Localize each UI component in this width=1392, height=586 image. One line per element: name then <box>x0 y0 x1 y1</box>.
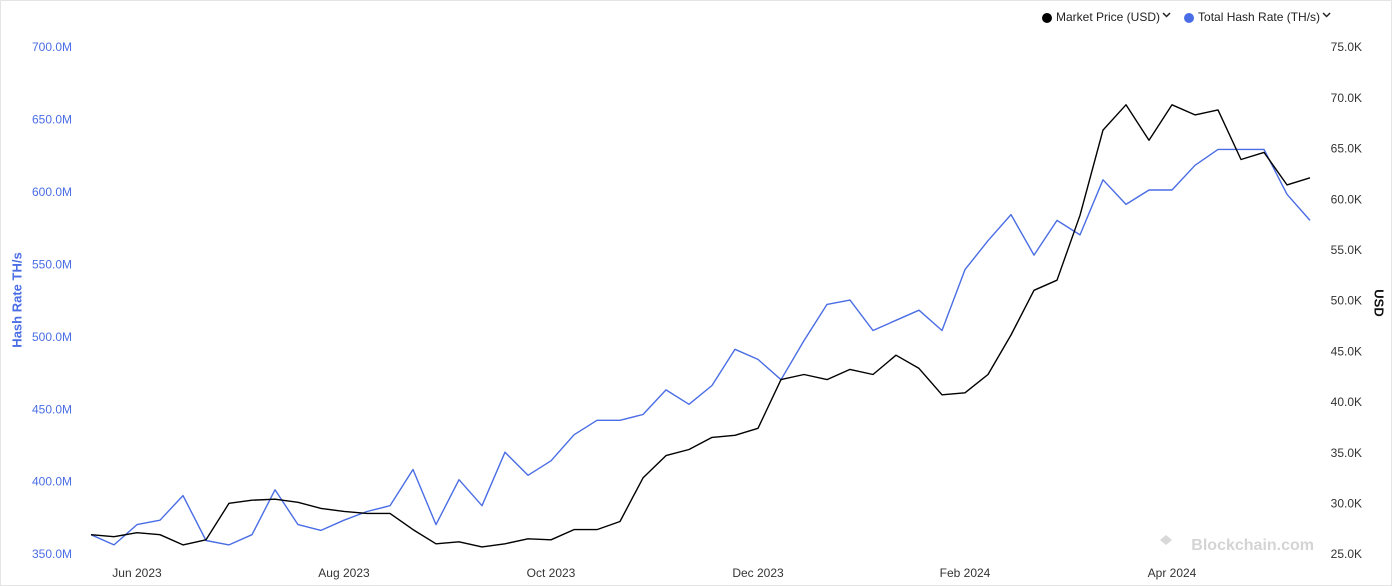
x-tick-label: Jun 2023 <box>112 566 162 580</box>
y-tick-label: 450.0M <box>32 402 72 416</box>
series-line <box>90 148 1311 546</box>
y2-tick-label: 45.0K <box>1331 344 1362 358</box>
y-tick-label: 650.0M <box>32 113 72 127</box>
y-tick-label: 400.0M <box>32 475 72 489</box>
y-tick-label: 600.0M <box>32 185 72 199</box>
legend-swatch <box>1184 13 1195 23</box>
legend: Market Price (USD) Total Hash Rate (TH/s) <box>1042 10 1331 24</box>
y2-tick-label: 65.0K <box>1331 142 1362 156</box>
legend-label[interactable]: Total Hash Rate (TH/s) <box>1198 10 1320 24</box>
y2-tick-label: 40.0K <box>1331 395 1362 409</box>
y2-tick-label: 55.0K <box>1331 243 1362 257</box>
x-tick-label: Dec 2023 <box>732 566 784 580</box>
watermark-icon <box>1160 535 1172 545</box>
x-tick-label: Oct 2023 <box>527 566 576 580</box>
x-tick-label: Aug 2023 <box>318 566 370 580</box>
y2-axis-title: USD <box>1372 289 1387 316</box>
y-tick-label: 700.0M <box>32 40 72 54</box>
watermark: Blockchain.com <box>1191 537 1314 554</box>
legend-swatch <box>1042 13 1052 23</box>
legend-chevron[interactable] <box>1162 12 1171 18</box>
x-tick-label: Apr 2024 <box>1148 566 1197 580</box>
y2-tick-label: 50.0K <box>1331 294 1362 308</box>
y2-tick-label: 70.0K <box>1331 91 1362 105</box>
y-tick-label: 350.0M <box>32 547 72 561</box>
x-tick-label: Feb 2024 <box>940 566 991 580</box>
y2-tick-label: 25.0K <box>1331 547 1362 561</box>
y2-tick-label: 75.0K <box>1331 40 1362 54</box>
y-tick-label: 550.0M <box>32 257 72 271</box>
y-axis-title: Hash Rate TH/s <box>9 252 24 347</box>
series-line <box>90 104 1311 548</box>
y2-tick-label: 30.0K <box>1331 496 1362 510</box>
y2-tick-label: 60.0K <box>1331 192 1362 206</box>
legend-chevron[interactable] <box>1322 12 1331 18</box>
legend-label[interactable]: Market Price (USD) <box>1056 10 1160 24</box>
y2-tick-label: 35.0K <box>1331 446 1362 460</box>
y-tick-label: 500.0M <box>32 330 72 344</box>
